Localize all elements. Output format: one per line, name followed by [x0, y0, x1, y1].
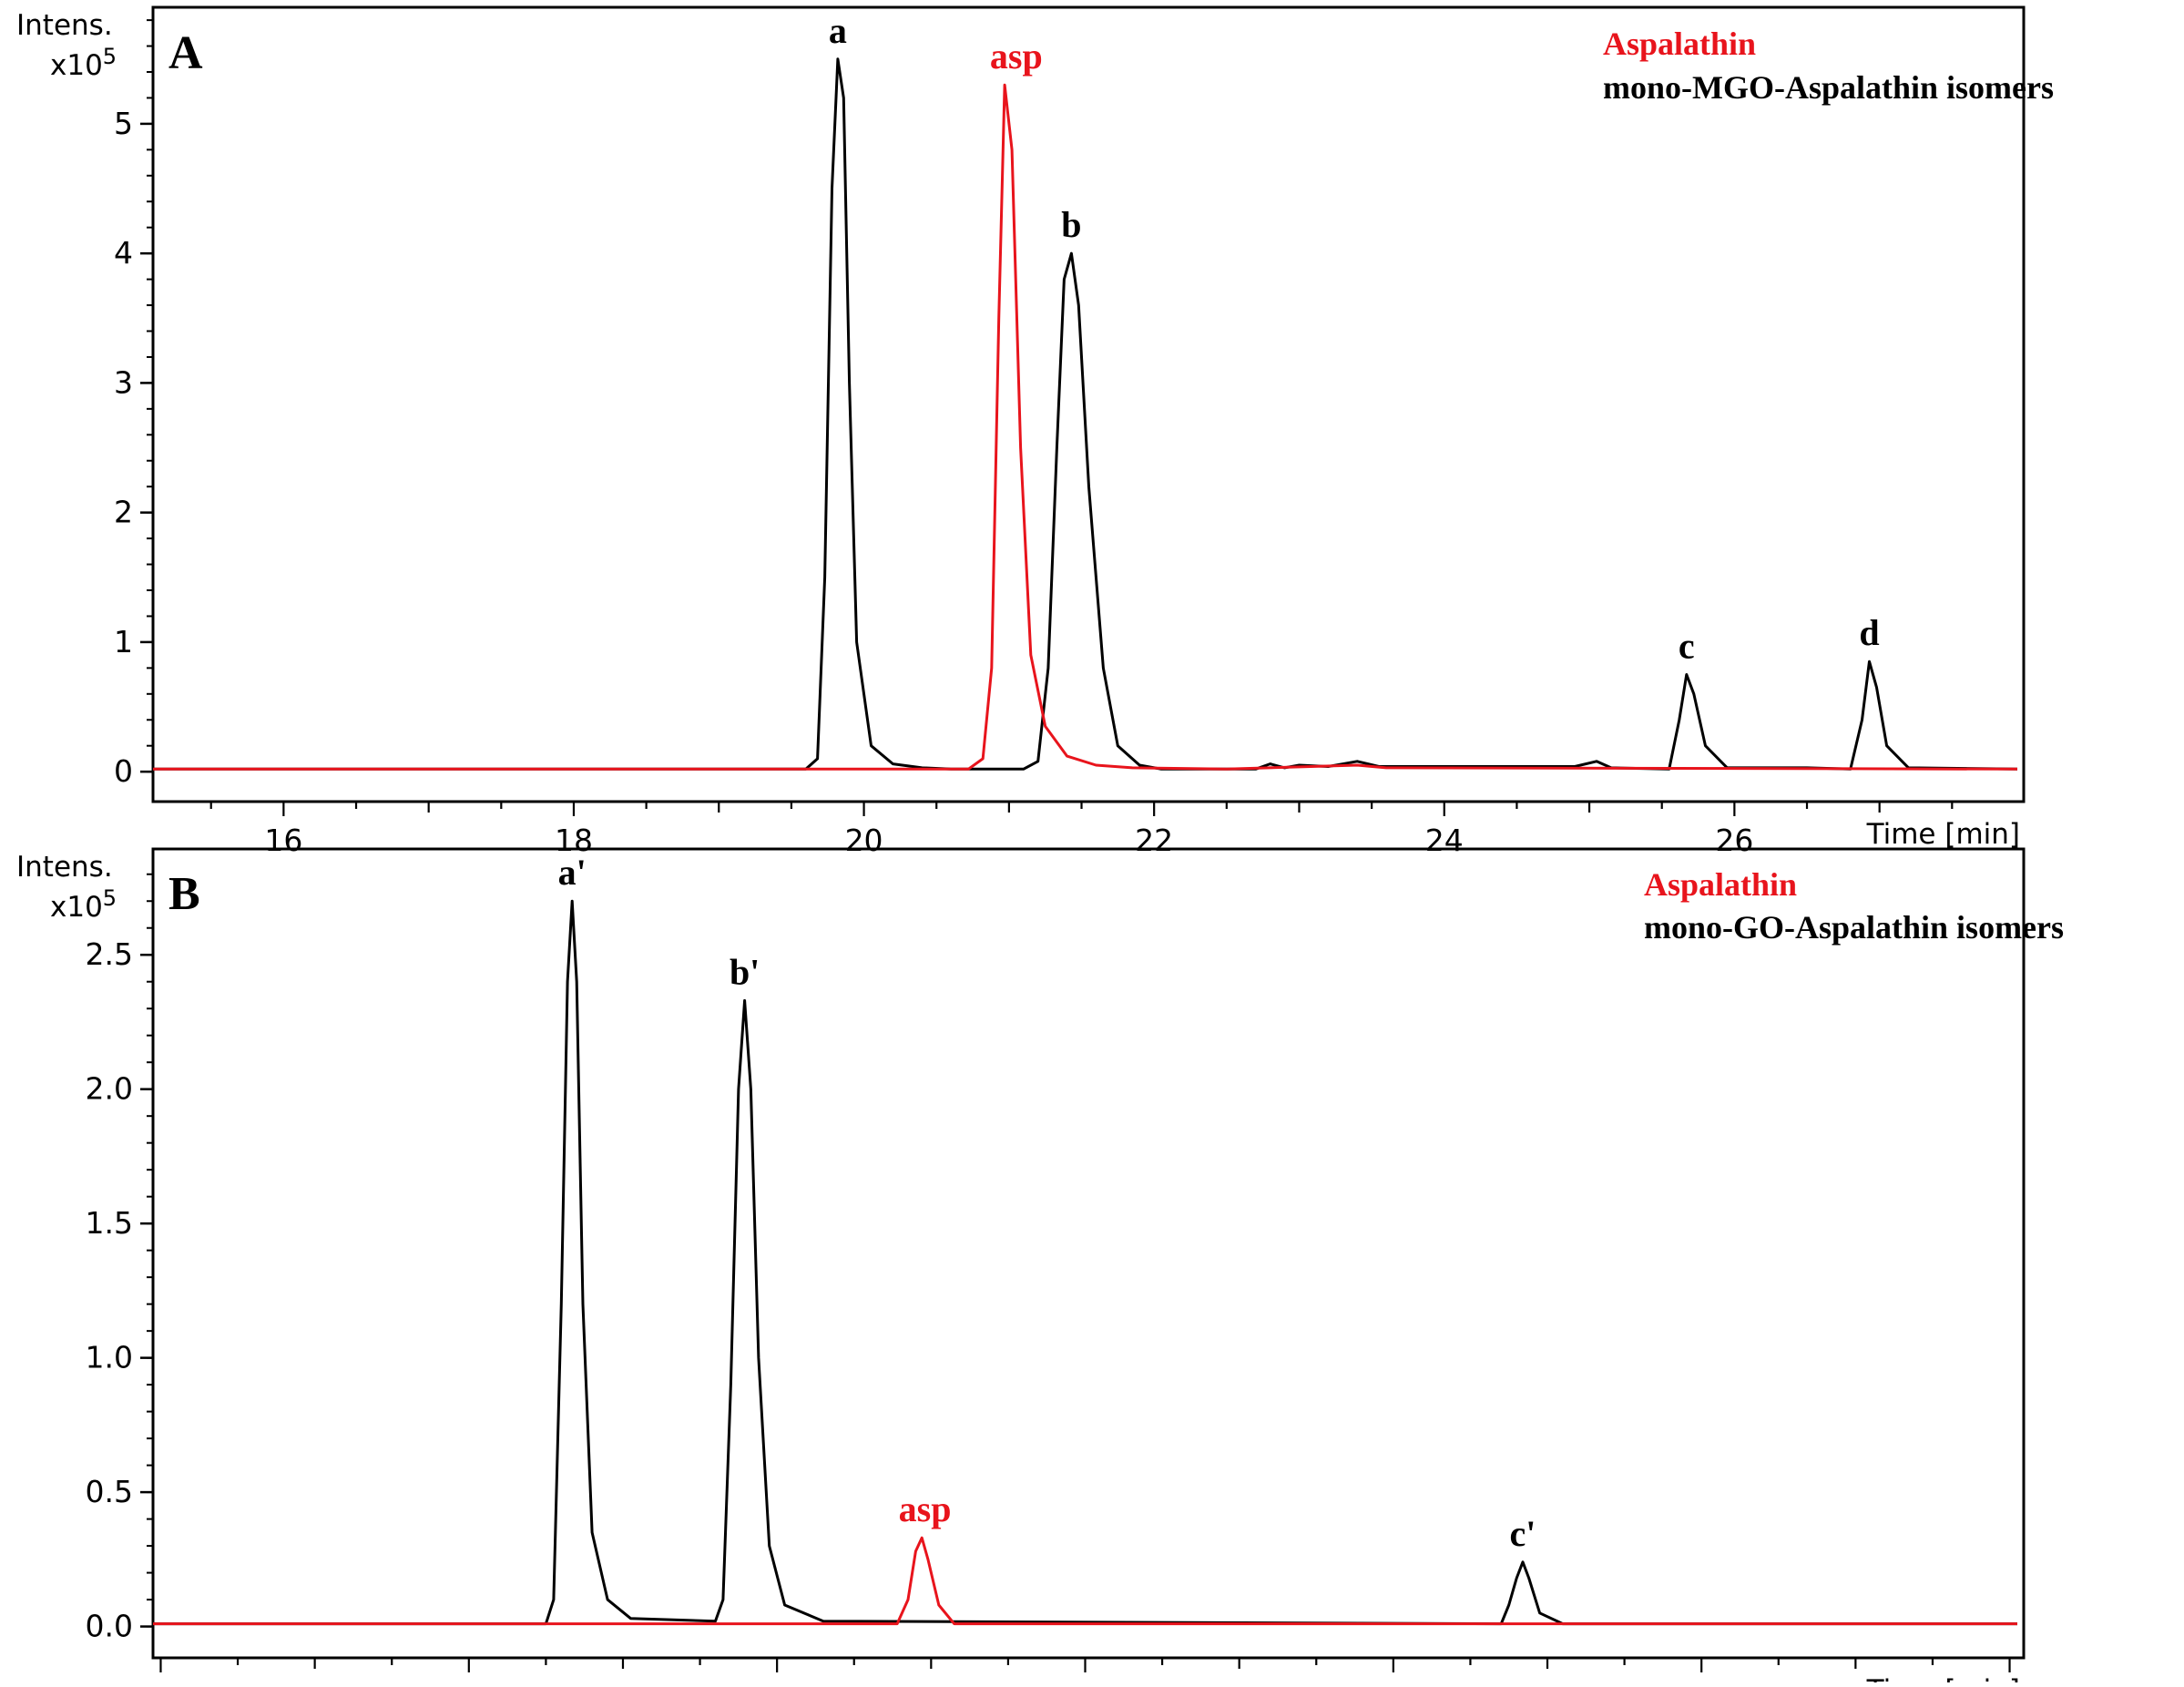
chart-panel-a: 0 1 2 3 4 5 16 18 20 22 24 26 Time [min] Intens.x105 A… — [16, 5, 2054, 858]
y-tick-label: 1 — [114, 624, 133, 659]
legend-entry: mono-MGO-Aspalathin isomers — [1603, 69, 2054, 106]
series-isomers-line — [153, 57, 2018, 771]
y-axis-label: Intens. — [16, 9, 113, 42]
x-tick-label: 24 — [1374, 1679, 1413, 1682]
x-tick-label: 20 — [845, 823, 883, 858]
x-tick-label: 16 — [141, 1679, 179, 1682]
series-aspalathin-line — [153, 1536, 2017, 1626]
x-tick-label: 20 — [758, 1679, 796, 1682]
panel-letter: B — [168, 868, 200, 920]
y-tick-label: 5 — [114, 106, 133, 141]
y-scale-label: x105 — [50, 885, 117, 924]
peak-label: asp — [899, 1488, 952, 1529]
y-tick-label: 0.0 — [86, 1609, 133, 1644]
series-aspalathin-line — [153, 83, 2018, 771]
panel-letter: A — [168, 27, 203, 79]
peak-label: b' — [730, 951, 760, 992]
y-tick-label: 4 — [114, 235, 133, 271]
y-tick-label: 0.5 — [86, 1474, 133, 1509]
x-tick-label: 16 — [264, 823, 302, 858]
plot-frame — [151, 847, 2026, 1660]
legend-entry: mono-GO-Aspalathin isomers — [1644, 909, 2064, 946]
legend-entry: Aspalathin — [1644, 866, 1797, 903]
plot-frame — [151, 5, 2026, 803]
x-axis-label: Time [min] — [1866, 1674, 2020, 1682]
peak-label: a — [829, 10, 847, 51]
y-axis-label: Intens. — [16, 851, 113, 884]
peak-label: b — [1061, 204, 1081, 245]
peak-label: c — [1679, 625, 1695, 666]
peak-label: a' — [558, 852, 587, 893]
x-tick-label: 18 — [450, 1679, 488, 1682]
peak-label: c' — [1510, 1513, 1536, 1554]
x-tick-label: 26 — [1682, 1679, 1720, 1682]
x-tick-label: 26 — [1715, 823, 1753, 858]
y-scale-label: x105 — [50, 44, 117, 82]
peak-label: asp — [990, 36, 1043, 77]
series-isomers-line — [153, 899, 2017, 1626]
x-axis-label: Time [min] — [1866, 818, 2020, 851]
y-tick-label: 1.0 — [86, 1340, 133, 1375]
y-tick-label: 1.5 — [86, 1205, 133, 1241]
legend-entry: Aspalathin — [1603, 26, 1756, 62]
y-tick-label: 2 — [114, 495, 133, 530]
y-tick-label: 3 — [114, 364, 133, 400]
x-tick-label: 24 — [1425, 823, 1464, 858]
chart-panel-b: 0.0 0.5 1.0 1.5 2.0 2.5 16 18 20 22 24 26 Time [min]… — [16, 847, 2064, 1687]
x-tick-label: 22 — [1135, 823, 1173, 858]
x-tick-label: 22 — [1066, 1679, 1105, 1682]
y-tick-label: 0 — [114, 753, 133, 789]
y-tick-label: 2.5 — [86, 936, 133, 972]
x-tick-label: 18 — [555, 823, 593, 858]
peak-label: d — [1859, 612, 1879, 653]
y-tick-label: 2.0 — [86, 1071, 133, 1107]
